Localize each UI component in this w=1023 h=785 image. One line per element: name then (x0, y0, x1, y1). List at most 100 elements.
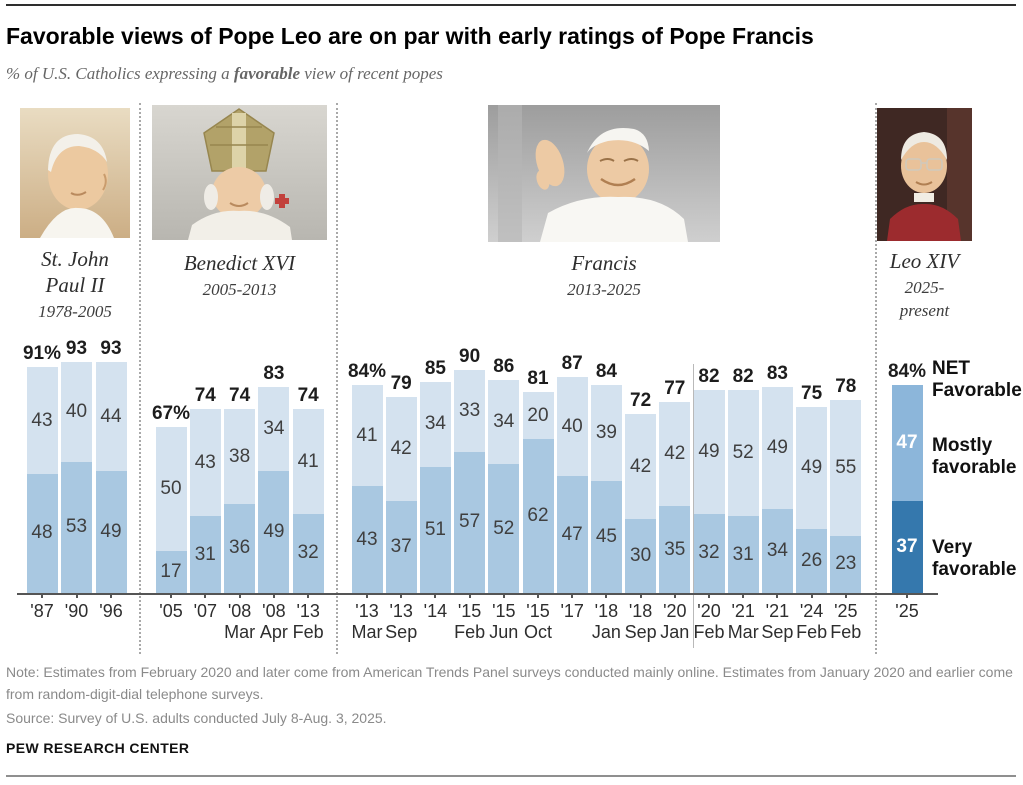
bar-very-value: 30 (630, 544, 652, 566)
bar-net-label: 84 (595, 360, 617, 382)
axis-tick (468, 593, 471, 598)
bar-mostly-value: 34 (493, 410, 515, 432)
pope-caption-st-john-paul-ii: St. John Paul II 1978-2005 (20, 246, 130, 323)
source-text: Source: Survey of U.S. adults conducted … (6, 710, 387, 726)
axis-month-label: Sep (624, 622, 657, 642)
axis-year-label: '14 (423, 601, 448, 621)
bar-mostly-value: 52 (732, 441, 754, 463)
axis-year-label: '18 (594, 601, 619, 621)
subtitle-suffix: view of recent popes (300, 64, 443, 83)
bar-net-label: 84% (887, 360, 927, 382)
axis-tick (110, 593, 112, 598)
note-text: Note: Estimates from February 2020 and l… (6, 664, 1013, 702)
bar-very-value: 31 (732, 543, 754, 565)
pope-caption-leo-xiv: Leo XIV 2025- present (877, 248, 972, 322)
bar-segment-mostly-favorable (522, 392, 554, 440)
bar-segment-very-favorable (659, 506, 691, 593)
axis-year-label: '25 (895, 601, 919, 621)
axis-tick (170, 593, 172, 598)
pope-years: 2025- (904, 278, 945, 297)
axis-year-label: '18 (628, 601, 653, 621)
bar-mostly-value: 40 (65, 400, 88, 422)
bar-very-value: 43 (356, 528, 378, 550)
bar-segment-very-favorable (891, 501, 923, 593)
bar-segment-very-favorable (830, 535, 862, 593)
axis-tick (844, 593, 847, 598)
axis-month-label: Feb (830, 622, 862, 642)
bar-net-label: 75 (801, 383, 823, 404)
bar-very-value: 36 (229, 537, 251, 559)
axis-year-label: '05 (159, 601, 183, 621)
bar-net-label: 93 (65, 338, 88, 360)
group-separator (875, 103, 877, 654)
bar-segment-very-favorable (224, 503, 256, 593)
bar-very-value: 26 (801, 549, 823, 571)
pope-name: Benedict XVI (183, 251, 296, 275)
bar-segment-mostly-favorable (625, 414, 657, 519)
pope-name: St. John (41, 247, 109, 271)
group-separator (139, 103, 141, 654)
axis-month-label: Sep (761, 622, 794, 642)
axis-month-label: Feb (796, 622, 828, 642)
bar-segment-very-favorable (761, 508, 793, 593)
pope-photo-francis (488, 105, 720, 242)
bar-segment-mostly-favorable (454, 369, 486, 452)
axis-month-label: Feb (454, 622, 486, 642)
axis-tick (400, 593, 403, 598)
axis-year-label: '13 (355, 601, 379, 621)
bar-net-label: 87 (561, 353, 583, 375)
bar-segment-mostly-favorable (258, 387, 290, 472)
bar-very-value: 48 (31, 522, 53, 544)
bar-net-label: 72 (630, 390, 652, 412)
pope-name: Francis (571, 251, 637, 275)
bar-segment-mostly-favorable (488, 379, 520, 465)
bar-segment-very-favorable (385, 501, 417, 593)
bar-segment-very-favorable (419, 466, 451, 593)
bar-segment-mostly-favorable (761, 387, 793, 509)
pope-name: Leo XIV (889, 249, 960, 273)
axis-tick (434, 593, 437, 598)
axis-tick (238, 593, 241, 598)
bar-net-label: 74 (229, 385, 251, 407)
bar-net-label: 74 (194, 385, 216, 407)
bar-segment-very-favorable (522, 439, 554, 593)
bar-segment-very-favorable (796, 528, 828, 593)
axis-month-label: Jan (660, 622, 690, 642)
axis-year-label: '17 (560, 601, 584, 621)
bar-segment-mostly-favorable (292, 409, 324, 514)
axis-month-label: Mar (727, 622, 759, 642)
bar-mostly-value: 42 (630, 455, 652, 477)
bar-net-label: 85 (424, 358, 446, 380)
legend-very-favorable: Very favorable (932, 537, 1016, 581)
brand-text: PEW RESEARCH CENTER (6, 740, 190, 756)
bar-segment-mostly-favorable (830, 399, 862, 536)
axis-year-label: '15 (526, 601, 550, 621)
pope-photo-leo-xiv (877, 108, 972, 241)
axis-tick (272, 593, 275, 598)
axis-year-label: '13 (389, 601, 413, 621)
group-separator (336, 103, 338, 654)
bar-segment-mostly-favorable (95, 362, 127, 472)
axis-month-label: Apr (259, 622, 288, 642)
bar-mostly-value: 42 (390, 438, 412, 460)
axis-year-label: '08 (227, 601, 252, 621)
bar-very-value: 49 (100, 521, 122, 543)
legend-very-line: favorable (932, 559, 1017, 580)
axis-tick (810, 593, 813, 598)
axis-tick (41, 593, 43, 598)
axis-year-label: '87 (30, 601, 54, 621)
pope-name: Paul II (45, 273, 105, 297)
bar-mostly-value: 42 (664, 443, 686, 465)
axis-tick (571, 593, 574, 598)
axis-tick (502, 593, 505, 598)
legend-mostly-favorable: Mostly favorable (932, 435, 1016, 479)
bar-mostly-value: 49 (766, 436, 788, 458)
bar-net-label: 81 (527, 368, 549, 390)
bar-segment-very-favorable (351, 486, 383, 593)
bar-mostly-value: 39 (595, 422, 617, 444)
bar-net-label: 93 (100, 338, 122, 360)
bar-net-label: 90 (459, 345, 481, 367)
axis-month-label: Mar (224, 622, 256, 642)
